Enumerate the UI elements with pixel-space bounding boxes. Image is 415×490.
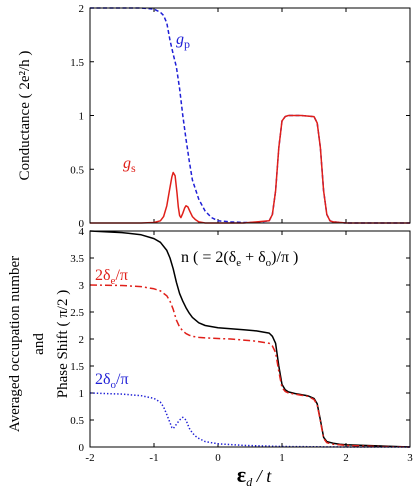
y-tick-label: 4 bbox=[79, 226, 85, 238]
series-line-1 bbox=[90, 114, 410, 224]
y-tick-label: 2.5 bbox=[70, 307, 84, 319]
y-tick-label: 1 bbox=[79, 111, 85, 123]
series-label-2δe/π: 2δe/π bbox=[95, 267, 128, 287]
top-series bbox=[90, 7, 410, 224]
x-tick-label: 3 bbox=[407, 452, 413, 464]
x-axis-label: εd / t bbox=[237, 462, 272, 489]
y-tick-label: 1.5 bbox=[70, 361, 84, 373]
y-tick-label: 0.5 bbox=[70, 164, 84, 176]
y-tick-label: 0 bbox=[79, 442, 85, 454]
series-label-2δo/π: 2δo/π bbox=[95, 371, 129, 391]
series-line-2 bbox=[89, 392, 410, 448]
bottom-y-axis-label: Averaged occupation number and Phase Shift… bbox=[7, 256, 71, 432]
bottom-series bbox=[89, 230, 411, 448]
series-label-g_s: gs bbox=[123, 155, 136, 175]
y-tick-label: 1.5 bbox=[70, 57, 84, 69]
series-label-g_p: gp bbox=[176, 31, 190, 51]
series-label-n: n ( = 2(δe + δo)/π ) bbox=[181, 249, 298, 269]
top-series-labels: gp gs bbox=[123, 31, 190, 175]
conductance-panel: 0 0.5 1 1.5 2 Conductance ( 2e²/h ) gp gs bbox=[17, 3, 411, 230]
x-tick-label: -2 bbox=[85, 452, 94, 464]
y-tick-label: 1 bbox=[79, 388, 85, 400]
y-tick-label: 3.5 bbox=[70, 253, 84, 265]
x-tick-label: -1 bbox=[149, 452, 158, 464]
top-ticks: 0 0.5 1 1.5 2 bbox=[70, 3, 411, 230]
top-plot-frame bbox=[89, 7, 411, 224]
y-tick-label: 2 bbox=[79, 334, 85, 346]
x-tick-label: 0 bbox=[215, 452, 221, 464]
x-tick-label: 2 bbox=[343, 452, 349, 464]
bottom-series-labels: n ( = 2(δe + δo)/π ) 2δe/π 2δo/π bbox=[95, 249, 298, 391]
y-tick-label: 0.5 bbox=[70, 415, 84, 427]
y-tick-label: 0 bbox=[79, 218, 85, 230]
y-axis-label-line: Averaged occupation number bbox=[7, 256, 23, 432]
y-axis-label-line: and bbox=[31, 333, 47, 355]
series-line-0 bbox=[90, 7, 410, 224]
y-tick-label: 2 bbox=[79, 3, 85, 15]
x-tick-label: 1 bbox=[279, 452, 285, 464]
top-y-axis-label: Conductance ( 2e²/h ) bbox=[17, 51, 33, 181]
y-axis-label-line: Phase Shift ( π/2 ) bbox=[55, 290, 71, 398]
series-line-1 bbox=[89, 284, 411, 448]
occupation-panel: -2 -1 0 1 2 3 0 0.5 1 1.5 2 2.5 3 3.5 4 Averaged occup… bbox=[7, 226, 413, 489]
y-tick-label: 3 bbox=[79, 280, 85, 292]
bottom-plot-frame bbox=[89, 230, 411, 448]
